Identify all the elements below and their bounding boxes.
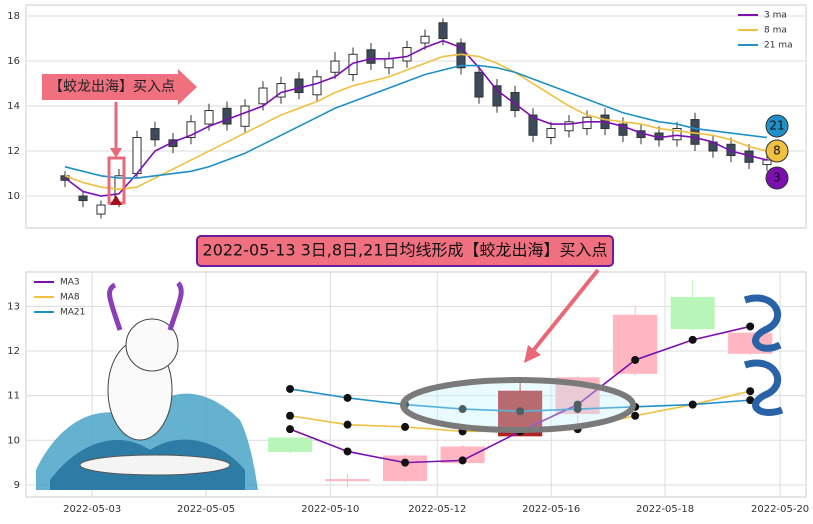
legend-label: 3 ma: [764, 11, 787, 21]
illustration: [36, 281, 784, 490]
end-label: 3: [773, 171, 781, 185]
arrow: [530, 268, 600, 354]
ma-point: [688, 400, 697, 409]
candle-body: [204, 110, 214, 125]
candle-body: [330, 60, 340, 73]
ma-point: [343, 393, 352, 402]
y-tick-label: 10: [7, 191, 20, 202]
legend-label: MA21: [60, 308, 85, 318]
legend-label: 8 ma: [764, 26, 787, 36]
candle-body: [240, 105, 250, 127]
plot-area: [25, 4, 807, 229]
candle-body: [294, 78, 304, 94]
ma-point: [746, 387, 755, 396]
ma-line: [64, 53, 768, 191]
candle-body: [186, 121, 196, 139]
candle-body: [168, 139, 178, 148]
ma-point: [458, 456, 467, 465]
candle-body: [672, 128, 682, 141]
candle-body: [312, 76, 322, 96]
candle-body: [474, 71, 484, 98]
candle-body: [78, 195, 88, 202]
y-tick-label: 14: [7, 101, 20, 112]
y-tick-label: 12: [7, 346, 20, 357]
ma-point: [631, 411, 640, 420]
candle-body: [222, 107, 232, 125]
y-tick-label: 16: [7, 56, 20, 67]
ma-point: [286, 411, 295, 420]
end-label: 21: [769, 119, 784, 133]
candle-body: [438, 22, 448, 40]
candle-body: [618, 123, 628, 136]
end-badge: [765, 114, 789, 138]
ma-point: [401, 422, 410, 431]
legend-label: MA8: [60, 293, 80, 303]
y-tick-label: 11: [7, 391, 20, 402]
ma-point: [286, 384, 295, 393]
ma-point: [286, 425, 295, 434]
highlight-ellipse: [400, 377, 636, 433]
x-tick-label: 2022-05-03: [63, 504, 121, 515]
candle-body: [276, 83, 286, 98]
x-tick-label: 2022-05-12: [408, 504, 466, 515]
candle-body: [348, 53, 358, 76]
ma-point: [343, 447, 352, 456]
ma-point: [458, 405, 467, 414]
ma-point: [746, 322, 755, 331]
candle-body: [132, 137, 142, 175]
end-badge: [765, 139, 789, 163]
ma-point: [631, 355, 640, 364]
y-tick-label: 9: [14, 480, 20, 491]
ma-point: [573, 405, 582, 414]
candle-body: [420, 35, 430, 44]
ma-point: [516, 407, 525, 416]
candle-body: [150, 128, 160, 141]
y-tick-label: 13: [7, 301, 20, 312]
candle-body: [384, 58, 394, 69]
ma-point: [688, 335, 697, 344]
x-tick-label: 2022-05-16: [522, 504, 580, 515]
candle-body: [726, 143, 736, 157]
annotation: 【蛟龙出海】买入点: [49, 79, 175, 95]
candle-body: [267, 437, 313, 452]
ma-point: [746, 396, 755, 405]
ma-line: [64, 64, 768, 179]
legend-label: 21 ma: [764, 41, 793, 51]
legend-label: MA3: [60, 278, 80, 288]
y-tick-label: 10: [7, 435, 20, 446]
x-tick-label: 2022-05-18: [636, 504, 694, 515]
end-label: 8: [773, 144, 781, 158]
candle-body: [762, 159, 772, 166]
x-tick-label: 2022-05-10: [301, 504, 359, 515]
candle-body: [258, 87, 268, 105]
x-tick-label: 2022-05-05: [177, 504, 235, 515]
ma-point: [401, 458, 410, 467]
end-badge: [765, 166, 789, 190]
arrow-head: [524, 345, 541, 363]
banner: [196, 235, 614, 267]
candle-body: [564, 121, 574, 132]
candle-body: [546, 128, 556, 139]
y-tick-label: 18: [7, 11, 20, 22]
ma-point: [343, 420, 352, 429]
candle-body: [670, 296, 715, 330]
ma-line: [64, 39, 768, 197]
candle-body: [96, 204, 106, 215]
candle-body: [613, 314, 658, 374]
y-tick-label: 12: [7, 146, 20, 157]
arrow-head: [110, 148, 122, 158]
candle-body: [366, 49, 376, 64]
annotation-layer: 【蛟龙出海】买入点 2022-05-13 3日,8日,21日均线形成【蛟龙出海】…: [42, 69, 636, 433]
arrow-head: [110, 195, 122, 205]
candle-body: [528, 114, 538, 136]
candle-body: [325, 479, 370, 482]
candle-body: [492, 85, 502, 107]
callout: [42, 69, 197, 105]
x-tick-label: 2022-05-20: [751, 504, 809, 515]
chart-title: 2022-05-13 3日,8日,21日均线形成【蛟龙出海】买入点: [203, 241, 608, 260]
